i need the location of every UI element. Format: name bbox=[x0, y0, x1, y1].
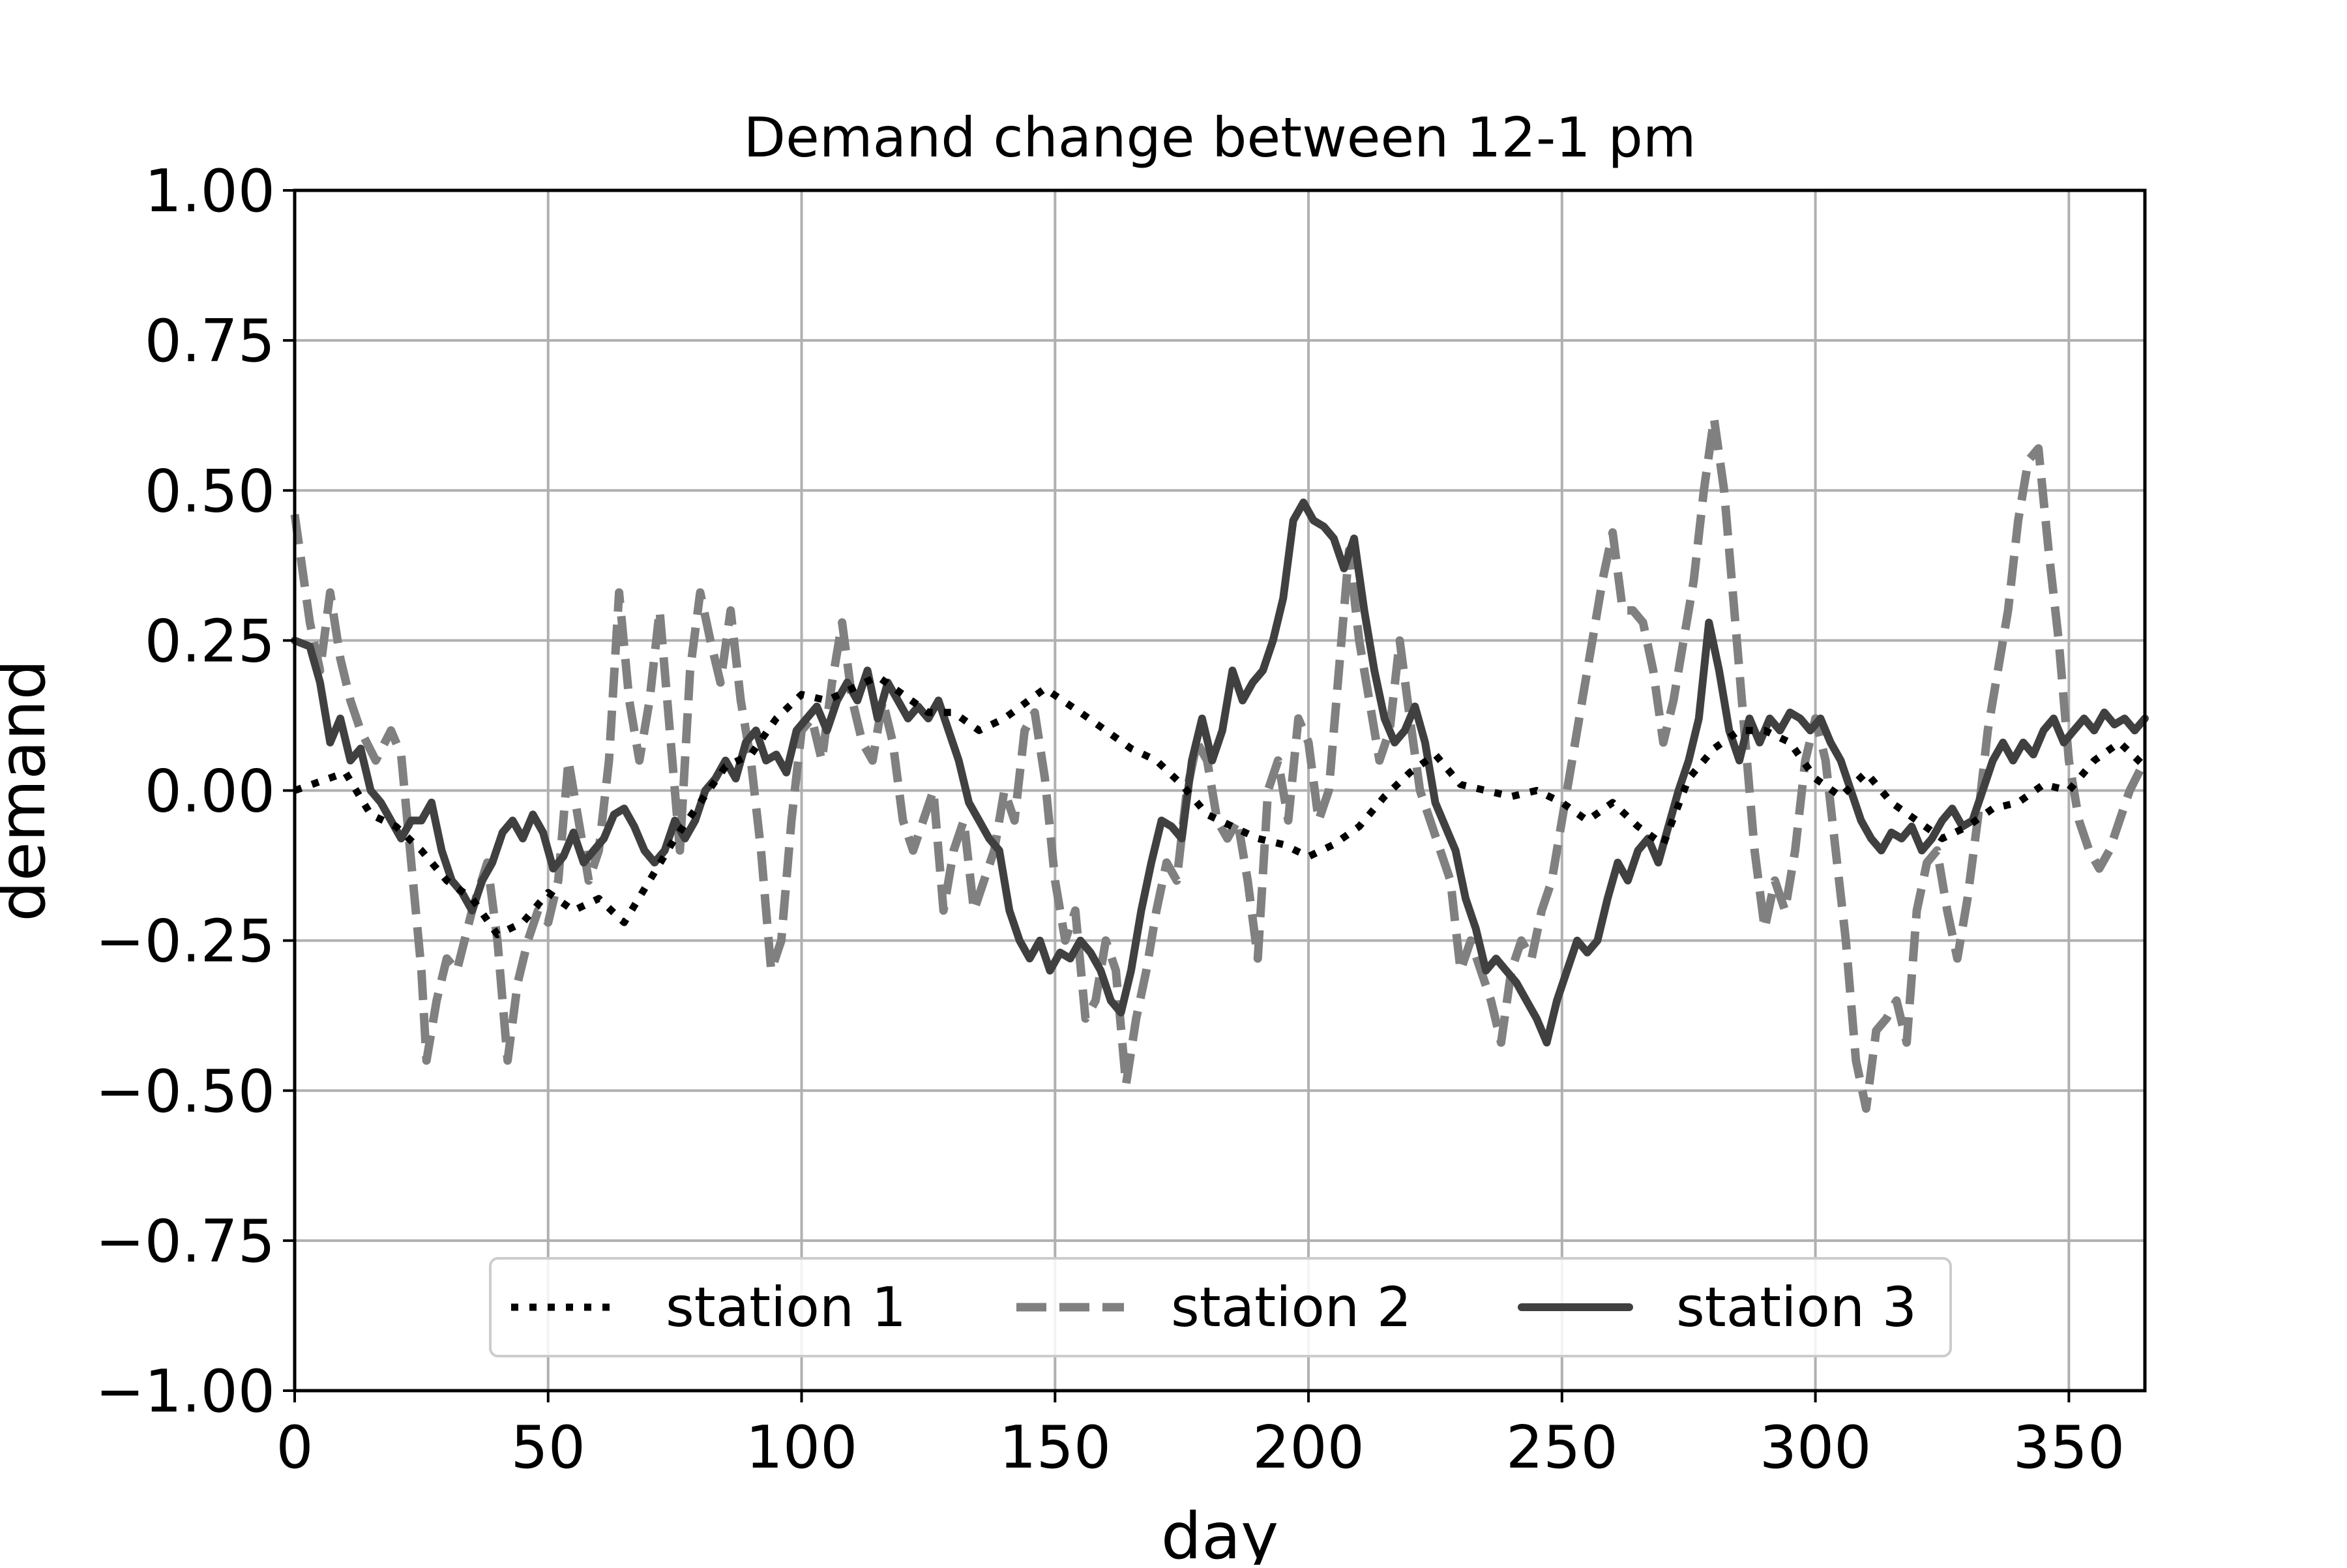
y-tick-label: −1.00 bbox=[95, 1357, 275, 1426]
series-line-station-3 bbox=[291, 498, 2149, 1047]
x-tick-label: 300 bbox=[1760, 1413, 1872, 1482]
y-tick-label: 0.50 bbox=[145, 457, 275, 525]
y-axis-label: demand bbox=[0, 659, 60, 921]
x-tick-label: 100 bbox=[746, 1413, 858, 1482]
axis-ticks: 0 50 100 150 200 250 300 350 1.00 0.75 0.50 0.25 0.0… bbox=[95, 157, 2125, 1482]
x-axis-label: day bbox=[1161, 1500, 1278, 1565]
x-tick-label: 250 bbox=[1506, 1413, 1618, 1482]
y-tick-label: 0.25 bbox=[145, 607, 275, 675]
legend-label: station 3 bbox=[1676, 1275, 1917, 1339]
y-tick-label: −0.25 bbox=[95, 908, 275, 976]
y-tick-label: 0.00 bbox=[145, 758, 275, 826]
x-tick-label: 50 bbox=[511, 1413, 586, 1482]
x-tick-label: 350 bbox=[2013, 1413, 2125, 1482]
legend-box bbox=[489, 1257, 1952, 1357]
x-tick-label: 0 bbox=[276, 1413, 313, 1482]
plot-series bbox=[290, 414, 2149, 1113]
series-line-station-2 bbox=[290, 414, 2149, 1113]
legend-label: station 1 bbox=[666, 1275, 906, 1339]
legend-label: station 2 bbox=[1171, 1275, 1411, 1339]
series-line-station-1 bbox=[293, 673, 2148, 938]
x-tick-label: 200 bbox=[1252, 1413, 1365, 1482]
y-tick-label: 1.00 bbox=[145, 157, 275, 226]
chart-title: Demand change between 12-1 pm bbox=[743, 106, 1696, 170]
legend: station 1 station 2 station 3 bbox=[489, 1257, 1952, 1357]
x-tick-label: 150 bbox=[999, 1413, 1111, 1482]
y-tick-label: 0.75 bbox=[145, 307, 275, 376]
y-tick-label: −0.50 bbox=[95, 1058, 275, 1126]
y-tick-label: −0.75 bbox=[95, 1207, 275, 1276]
